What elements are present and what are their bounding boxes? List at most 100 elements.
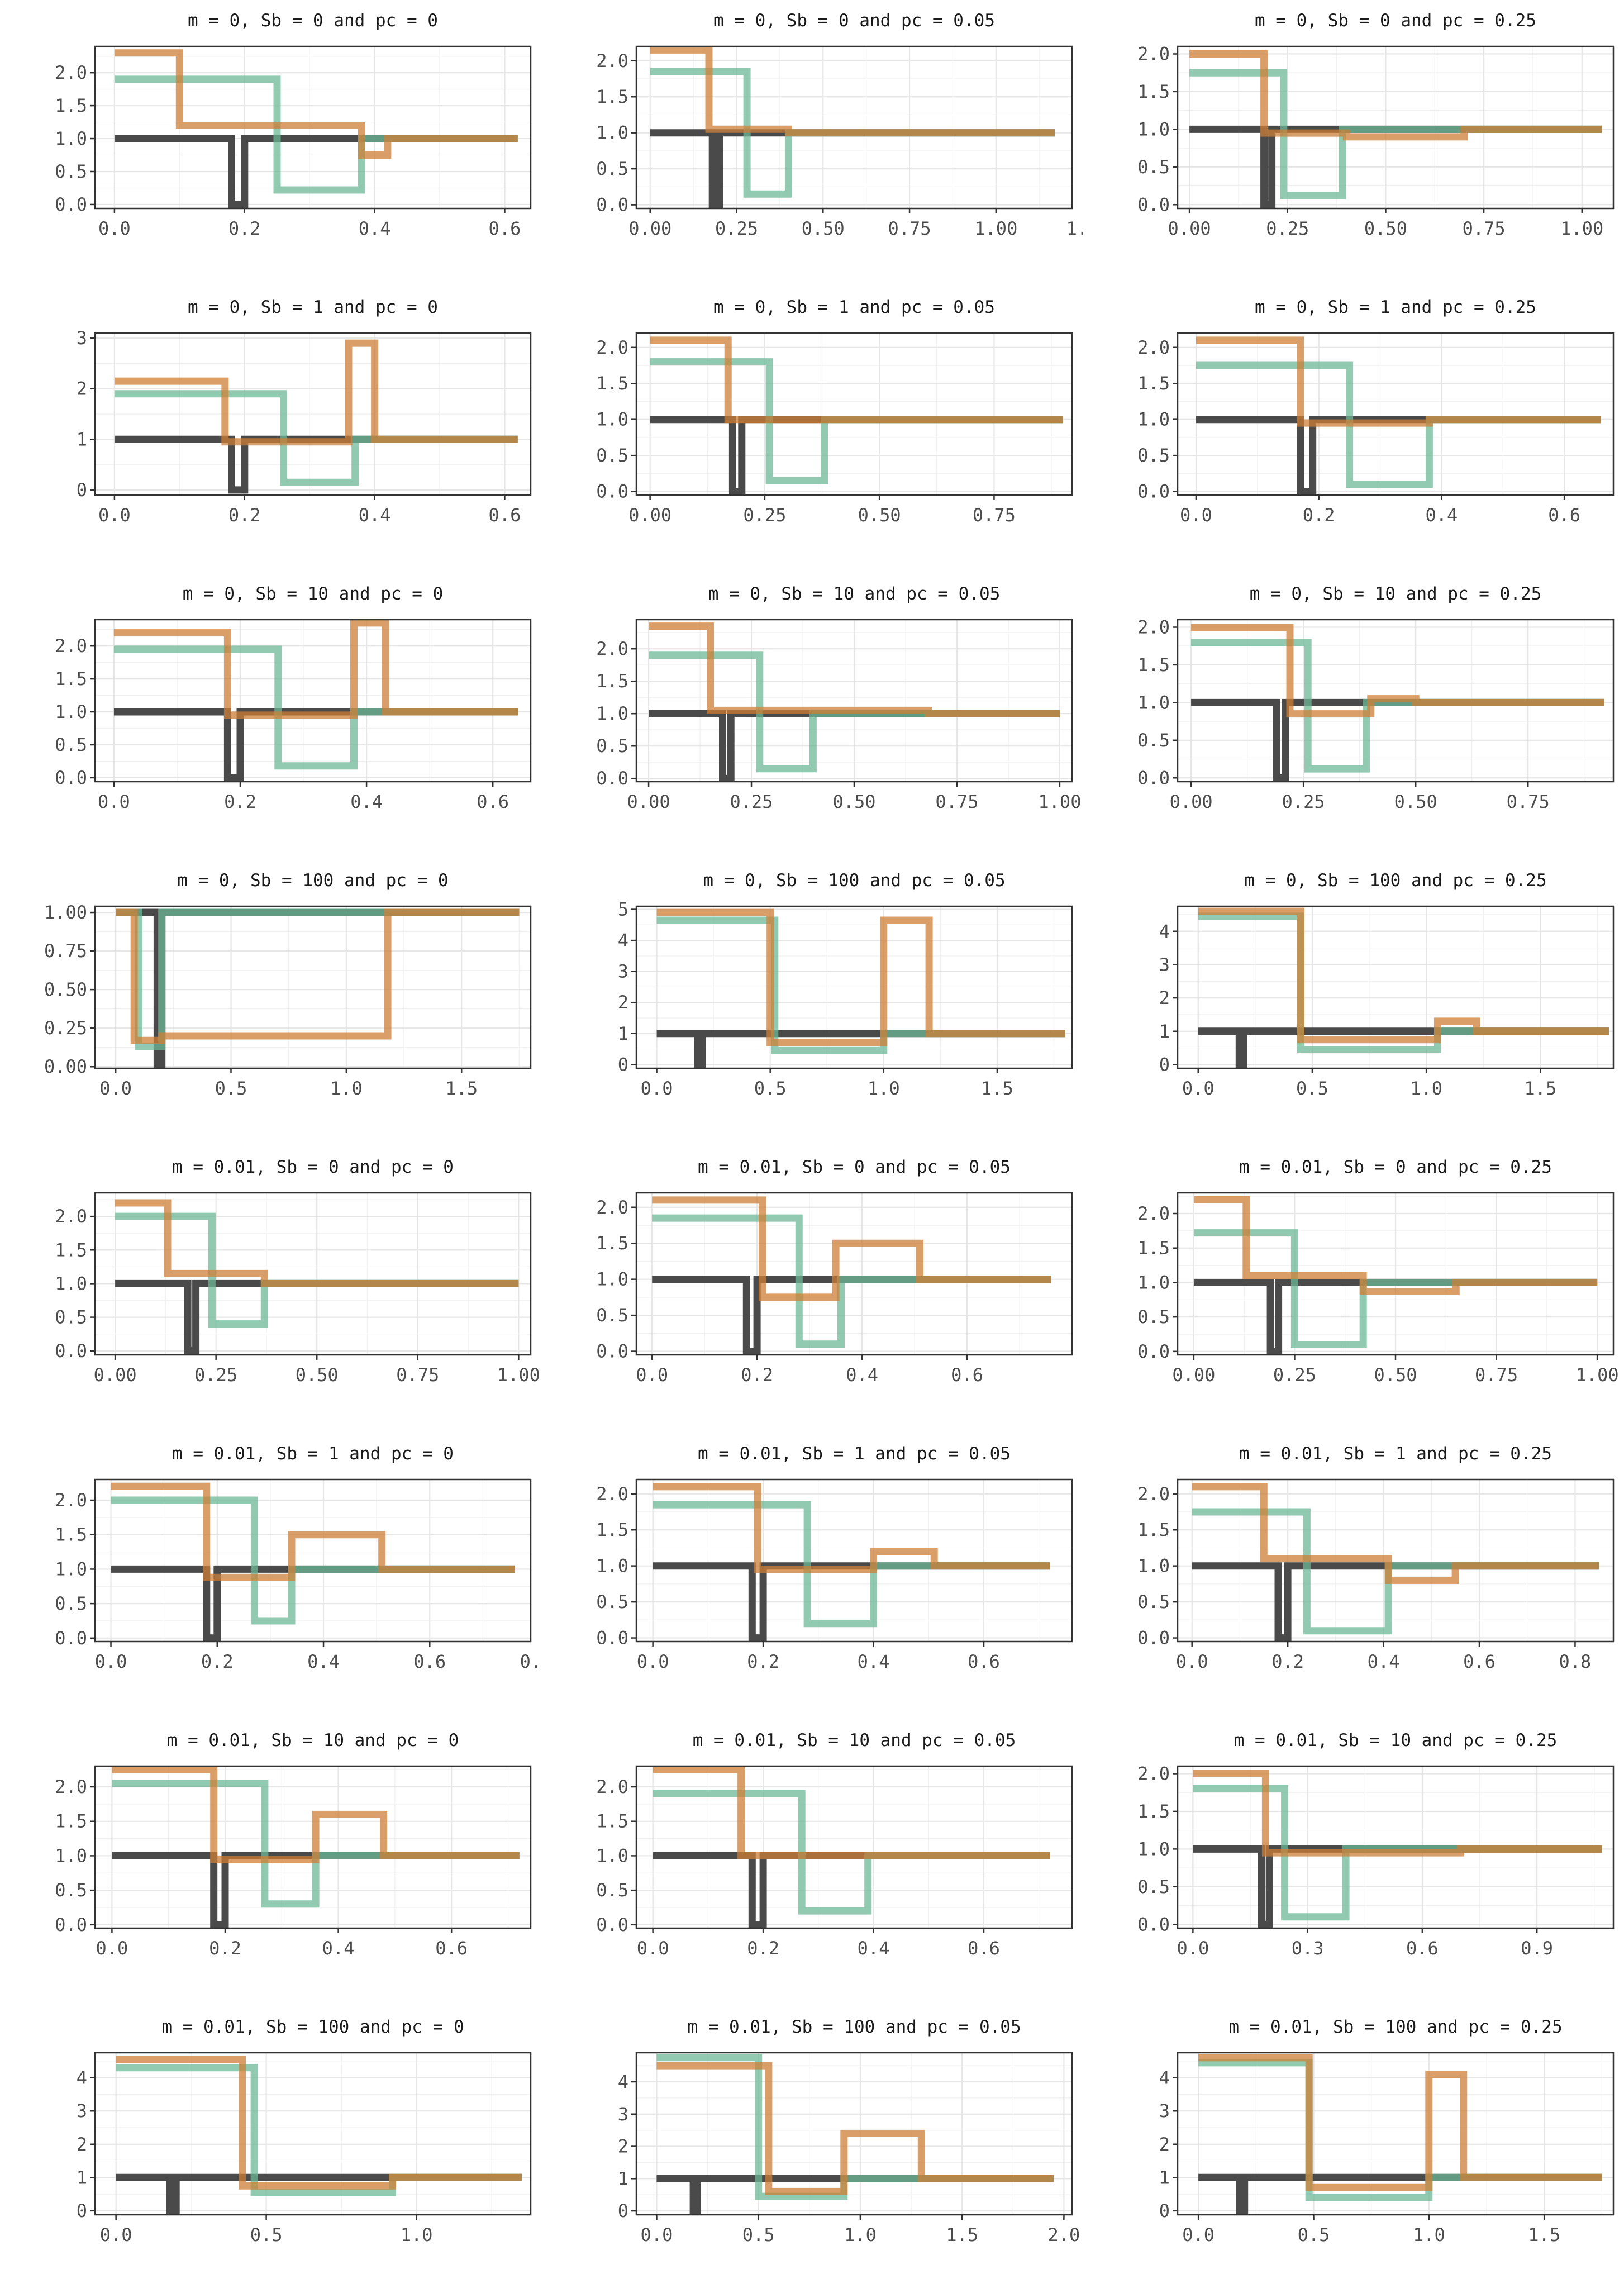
panel-title: m = 0.01, Sb = 100 and pc = 0.05 bbox=[687, 2017, 1021, 2037]
x-tick-label: 0.5 bbox=[1298, 2224, 1330, 2246]
chart-svg: m = 0, Sb = 100 and pc = 0 0.00 0.25 0.50 0.… bbox=[44, 870, 532, 1099]
series-line-black bbox=[652, 1276, 1051, 1355]
chart-panel: m = 0.01, Sb = 100 and pc = 0.25 0 1 2 3 4 0.0… bbox=[1083, 2006, 1624, 2293]
plot-background bbox=[636, 333, 1072, 495]
chart-panel: m = 0, Sb = 1 and pc = 0 0 1 2 3 0.0 0.2 0.4 0.6 bbox=[0, 287, 541, 573]
y-tick-label: 0.0 bbox=[596, 481, 628, 502]
x-tick-label: 0.4 bbox=[350, 791, 383, 812]
x-tick-label: 0.25 bbox=[743, 505, 786, 526]
y-tick-label: 0 bbox=[77, 2200, 87, 2221]
x-tick-label: 0.75 bbox=[1507, 791, 1550, 812]
y-tick-label: 1.5 bbox=[55, 668, 87, 689]
x-tick-label: 0.0 bbox=[641, 1078, 673, 1099]
panel-title: m = 0, Sb = 10 and pc = 0.25 bbox=[1250, 584, 1542, 604]
chart-svg: m = 0.01, Sb = 1 and pc = 0 0.0 0.5 1.0 1.5 2… bbox=[55, 1444, 541, 1672]
chart-panel: m = 0.01, Sb = 10 and pc = 0 0.0 0.5 1.0 1.5… bbox=[0, 1720, 541, 2006]
y-tick-label: 0.0 bbox=[596, 768, 628, 789]
y-tick-label: 2.0 bbox=[1137, 616, 1170, 638]
y-tick-label: 2 bbox=[77, 378, 87, 399]
y-tick-label: 4 bbox=[1159, 921, 1170, 942]
y-tick-label: 1.0 bbox=[596, 1555, 628, 1577]
series-line-orange bbox=[1198, 2054, 1602, 2191]
chart-panel: m = 0, Sb = 100 and pc = 0.25 0 1 2 3 4 0.0 0.5… bbox=[1083, 860, 1624, 1146]
series-line-orange bbox=[114, 49, 518, 159]
series-line-green bbox=[111, 1496, 515, 1625]
y-tick-label: 0.0 bbox=[596, 194, 628, 216]
x-tick-label: 0.6 bbox=[1548, 505, 1580, 526]
panel-title: m = 0.01, Sb = 10 and pc = 0.05 bbox=[693, 1730, 1016, 1750]
series-line-black bbox=[656, 1030, 1065, 1068]
panel-title: m = 0.01, Sb = 100 and pc = 0 bbox=[161, 2017, 464, 2037]
x-tick-label: 0.6 bbox=[968, 1651, 1000, 1672]
x-tick-label: 0.75 bbox=[935, 791, 978, 812]
series-line-green bbox=[1198, 2059, 1602, 2201]
y-tick-label: 1.0 bbox=[55, 701, 87, 722]
x-tick-label: 0.0 bbox=[636, 1364, 668, 1386]
y-tick-label: 2.0 bbox=[55, 1206, 87, 1227]
y-tick-label: 0.5 bbox=[1137, 445, 1170, 466]
y-tick-label: 0 bbox=[77, 479, 87, 501]
y-tick-label: 4 bbox=[618, 2071, 628, 2092]
x-tick-label: 0.0 bbox=[1180, 505, 1212, 526]
plot-background bbox=[95, 620, 531, 782]
x-tick-label: 0.0 bbox=[637, 1938, 669, 1959]
x-tick-label: 2.0 bbox=[1048, 2224, 1080, 2246]
series-line-black bbox=[1193, 1845, 1602, 1928]
y-tick-label: 0.5 bbox=[596, 158, 628, 179]
y-tick-label: 0 bbox=[618, 2200, 628, 2221]
y-tick-label: 1.5 bbox=[1137, 1519, 1170, 1540]
y-tick-label: 1.5 bbox=[596, 1519, 628, 1540]
y-tick-label: 0.5 bbox=[596, 1591, 628, 1612]
panel-border bbox=[635, 1765, 1073, 1929]
y-tick-label: 5 bbox=[618, 899, 628, 920]
y-tick-label: 4 bbox=[77, 2067, 87, 2089]
chart-svg: m = 0, Sb = 1 and pc = 0 0 1 2 3 0.0 0.2 0.4 0.6 bbox=[77, 297, 532, 526]
y-tick-label: 1 bbox=[77, 429, 87, 450]
series-line-green bbox=[1189, 69, 1602, 199]
x-tick-label: 0.0 bbox=[641, 2224, 673, 2246]
x-tick-label: 0.2 bbox=[747, 1938, 779, 1959]
panel-title: m = 0, Sb = 100 and pc = 0 bbox=[177, 870, 448, 891]
y-tick-label: 0.0 bbox=[596, 1341, 628, 1362]
chart-svg: m = 0, Sb = 10 and pc = 0.05 0.0 0.5 1.0 1.5… bbox=[596, 584, 1081, 812]
x-tick-label: 0.75 bbox=[888, 218, 931, 239]
panel-title: m = 0, Sb = 10 and pc = 0 bbox=[183, 584, 444, 604]
y-tick-label: 0.5 bbox=[1137, 730, 1170, 751]
x-tick-label: 0.5 bbox=[250, 2224, 283, 2246]
chart-svg: m = 0.01, Sb = 0 and pc = 0 0.0 0.5 1.0 1.5 2… bbox=[55, 1157, 540, 1386]
y-tick-label: 0.0 bbox=[1137, 194, 1170, 215]
series-line-black bbox=[116, 2173, 522, 2215]
panel-title: m = 0.01, Sb = 10 and pc = 0 bbox=[167, 1730, 459, 1750]
x-tick-label: 0.50 bbox=[1374, 1364, 1417, 1386]
y-tick-label: 1.0 bbox=[55, 1558, 87, 1580]
y-tick-label: 0.0 bbox=[1137, 767, 1170, 788]
x-tick-label: 1.2 bbox=[1066, 218, 1083, 239]
series-line-black bbox=[111, 1565, 515, 1642]
x-tick-label: 0.6 bbox=[489, 218, 521, 239]
y-tick-label: 1.5 bbox=[596, 86, 628, 107]
series-line-orange bbox=[656, 908, 1065, 1046]
y-tick-label: 3 bbox=[1159, 2100, 1170, 2121]
x-tick-label: 0.2 bbox=[228, 218, 261, 239]
chart-svg: m = 0, Sb = 100 and pc = 0.05 0 1 2 3 4 5 0.0 0.… bbox=[618, 870, 1073, 1099]
x-tick-label: 0.2 bbox=[747, 1651, 779, 1672]
y-tick-label: 0.5 bbox=[55, 1880, 87, 1901]
panel-border bbox=[635, 2052, 1073, 2216]
y-tick-label: 0.5 bbox=[55, 734, 87, 755]
y-tick-label: 3 bbox=[1159, 954, 1170, 975]
chart-panel: m = 0.01, Sb = 0 and pc = 0.25 0.0 0.5 1.0 1… bbox=[1083, 1146, 1624, 1433]
chart-panel: m = 0.01, Sb = 100 and pc = 0 0 1 2 3 4 0.0 0.5… bbox=[0, 2006, 541, 2293]
series-line-black bbox=[1191, 698, 1604, 782]
y-tick-label: 1.5 bbox=[596, 670, 628, 692]
x-tick-label: 0.6 bbox=[435, 1938, 468, 1959]
panel-border bbox=[94, 2052, 532, 2216]
x-tick-label: 1.00 bbox=[1576, 1364, 1619, 1386]
y-tick-label: 0 bbox=[1159, 1054, 1170, 1075]
panel-title: m = 0.01, Sb = 0 and pc = 0.05 bbox=[698, 1157, 1011, 1177]
y-tick-label: 2 bbox=[1159, 2134, 1170, 2155]
series-line-green bbox=[653, 1501, 1050, 1628]
x-tick-label: 0.50 bbox=[858, 505, 901, 526]
series-line-orange bbox=[653, 1483, 1050, 1573]
y-tick-label: 2.0 bbox=[1137, 337, 1170, 358]
x-tick-label: 0.0 bbox=[1176, 1651, 1208, 1672]
